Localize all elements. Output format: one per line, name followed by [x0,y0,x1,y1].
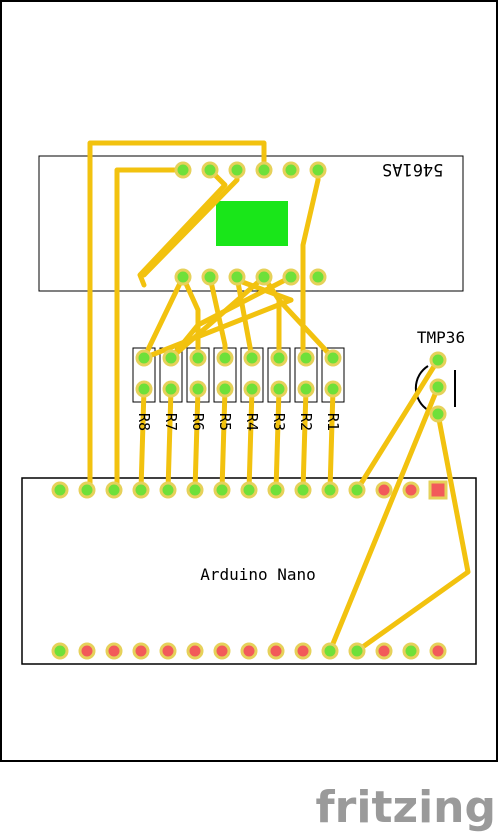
pad [132,642,150,660]
pad [270,349,288,367]
pad [159,481,177,499]
pad [348,642,366,660]
trace [273,386,282,493]
resistor-label: R1 [324,413,342,431]
pad [297,380,315,398]
trace [354,411,471,654]
pad [201,268,219,286]
pad [429,405,447,423]
pad [51,481,69,499]
pad [324,349,342,367]
pad [294,481,312,499]
trace [180,274,201,361]
pad [270,380,288,398]
pad [429,378,447,396]
pad [428,480,448,500]
pad [348,481,366,499]
pad [216,349,234,367]
pad [213,481,231,499]
pad [132,481,150,499]
pad [297,349,315,367]
trace [138,386,147,493]
trace [141,297,294,361]
trace [192,386,201,493]
pad [294,642,312,660]
pad [228,268,246,286]
pad [240,642,258,660]
pad [105,481,123,499]
trace [141,274,186,361]
trace [234,277,294,303]
pad [324,380,342,398]
pad [282,161,300,179]
trace [300,386,309,493]
pad [255,161,273,179]
tmp36-label: TMP36 [417,328,465,347]
pad [402,642,420,660]
pad [240,481,258,499]
pad [429,351,447,369]
pad [267,642,285,660]
pad [159,642,177,660]
trace [165,386,174,493]
pad [321,642,339,660]
pad [375,642,393,660]
resistor-label: R8 [135,413,153,431]
resistor-label: R7 [162,413,180,431]
display-label: 5461AS [382,159,443,179]
pad [429,642,447,660]
trace [354,357,441,493]
pad [135,380,153,398]
pad [255,268,273,286]
pad [228,161,246,179]
pad [186,642,204,660]
fritzing-logo: fritzing [316,782,496,833]
resistor-label: R3 [270,413,288,431]
pad [162,380,180,398]
display-segment-indicator [216,201,288,246]
pad [375,481,393,499]
trace [327,386,336,493]
pad [105,642,123,660]
trace [137,167,228,288]
pad [309,161,327,179]
resistor-label: R6 [189,413,207,431]
pad [243,380,261,398]
pad [243,349,261,367]
pad [309,268,327,286]
pad [174,268,192,286]
tmp36-body [414,365,429,411]
pad [174,161,192,179]
trace [114,167,186,493]
pad [162,349,180,367]
pad [51,642,69,660]
trace [87,140,267,493]
trace [327,384,441,654]
nano-label: Arduino Nano [200,565,316,584]
pad [216,380,234,398]
trace [168,274,294,361]
pad [78,642,96,660]
pad [201,161,219,179]
pad [78,481,96,499]
traces [87,140,471,654]
pad [186,481,204,499]
pad [321,481,339,499]
pad [189,380,207,398]
tmp36-sensor: TMP36 [414,328,465,411]
pad [402,481,420,499]
pad [213,642,231,660]
pads [51,161,448,660]
resistor-label: R5 [216,413,234,431]
trace [219,386,228,493]
resistor-labels: R8 R7 R6 R5 R4 R3 R2 R1 [135,413,342,431]
pad [189,349,207,367]
resistor-label: R2 [297,413,315,431]
pad [267,481,285,499]
pad [135,349,153,367]
trace [246,386,255,493]
pad [282,268,300,286]
resistor-label: R4 [243,413,261,431]
